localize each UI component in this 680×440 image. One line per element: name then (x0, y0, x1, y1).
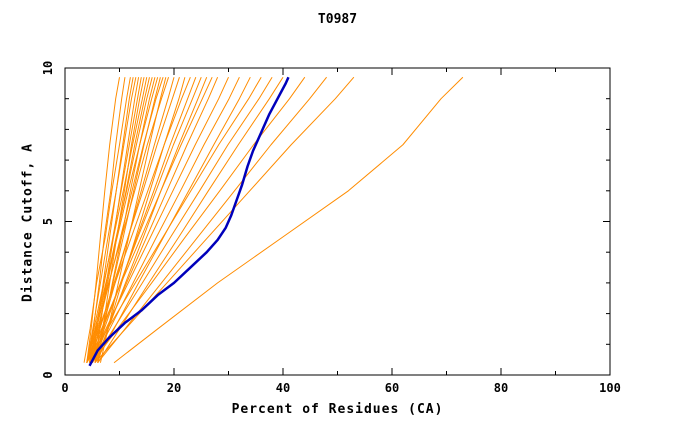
model-curve (91, 77, 197, 363)
reference-curve (88, 76, 290, 367)
model-curve (86, 77, 120, 363)
model-curve (83, 77, 131, 363)
model-curve (89, 77, 180, 363)
model-curve (91, 76, 273, 363)
model-curve (86, 77, 170, 363)
model-curve (91, 77, 175, 363)
model-curve (86, 76, 262, 363)
plot-frame (64, 67, 611, 376)
x-tick-label: 60 (385, 381, 399, 395)
x-tick-label: 100 (599, 381, 621, 395)
model-curve (94, 77, 208, 363)
model-curve (94, 76, 251, 363)
x-tick-label: 0 (61, 381, 68, 395)
model-curve (86, 77, 137, 363)
model-curve (86, 77, 213, 363)
x-tick-label: 20 (167, 381, 181, 395)
model-curve (91, 76, 306, 364)
x-tick-label: 40 (276, 381, 290, 395)
model-curve (86, 77, 159, 363)
model-curve (86, 77, 148, 363)
x-axis-label: Percent of Residues (CA) (231, 402, 444, 417)
model-curve (91, 76, 240, 363)
model-curve (89, 77, 202, 363)
model-curve (97, 76, 284, 363)
model-curve (91, 77, 219, 363)
x-tick-label: 80 (494, 381, 508, 395)
model-curve (97, 76, 327, 364)
model-curve (89, 77, 229, 363)
model-curve (89, 77, 164, 363)
chart-title: T0987 (317, 12, 358, 27)
y-tick-label: 5 (41, 218, 55, 225)
y-tick-label: 0 (41, 371, 55, 378)
y-tick-label: 10 (41, 61, 55, 75)
model-curve (94, 76, 355, 364)
model-curve (86, 77, 191, 363)
model-curve (113, 76, 464, 364)
